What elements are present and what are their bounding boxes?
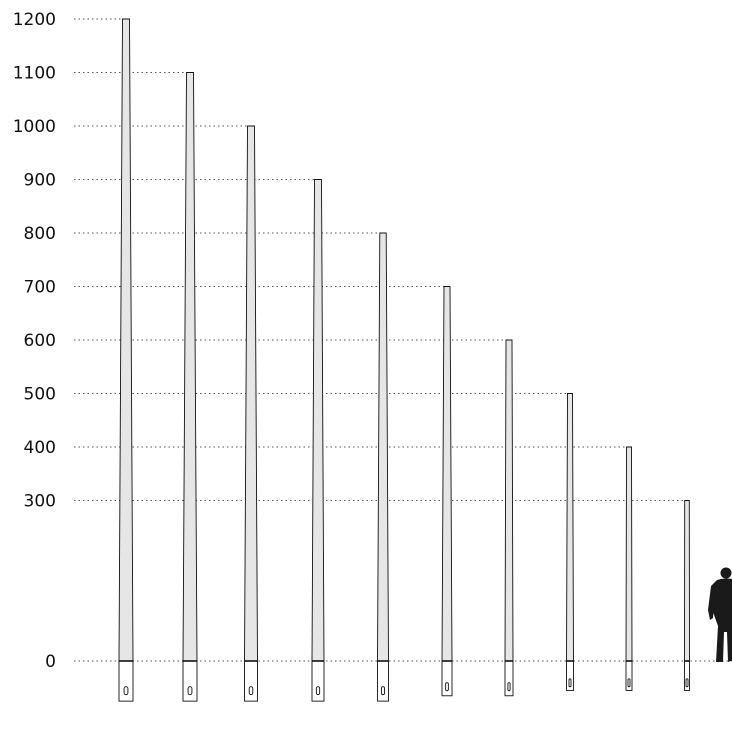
inspection-hatch	[123, 686, 129, 696]
inspection-hatch	[248, 686, 254, 696]
y-tick-label: 500	[24, 385, 56, 405]
inspection-hatch	[445, 682, 449, 692]
inspection-hatch	[627, 678, 631, 688]
pole-shaft	[566, 393, 574, 662]
human-silhouette-icon	[708, 567, 732, 662]
pole	[182, 72, 198, 702]
inspection-hatch	[507, 682, 511, 692]
pole	[684, 500, 690, 691]
pole	[566, 393, 574, 691]
pole	[377, 232, 389, 702]
pole-shaft	[244, 125, 258, 662]
y-tick-label: 1000	[13, 117, 56, 137]
pole	[625, 446, 633, 691]
inspection-hatch	[315, 686, 321, 696]
y-axis-ticks: 0 300 400 500 600 700 800 900 1000 1100 1200	[13, 10, 56, 672]
pole	[311, 179, 325, 702]
pole	[441, 286, 453, 697]
pole	[118, 18, 134, 702]
y-tick-label: 800	[24, 224, 56, 244]
pole-shaft	[311, 179, 325, 662]
guide-lines	[74, 18, 732, 662]
y-tick-label: 900	[24, 171, 56, 191]
y-tick-label: 400	[24, 438, 56, 458]
y-tick-label: 600	[24, 331, 56, 351]
pole-shaft	[504, 339, 514, 662]
y-tick-label: 700	[24, 278, 56, 298]
inspection-hatch	[685, 678, 689, 688]
y-tick-label: 1100	[13, 64, 56, 84]
pole-shaft	[625, 446, 633, 662]
pole	[504, 339, 514, 697]
pole-shaft	[684, 500, 690, 662]
y-tick-label: 0	[45, 652, 56, 672]
inspection-hatch	[381, 686, 385, 696]
pole-shaft	[377, 232, 389, 662]
pole-shaft	[118, 18, 134, 662]
pole	[244, 125, 258, 702]
pole-shaft	[441, 286, 453, 662]
inspection-hatch	[187, 686, 193, 696]
pole-shaft	[182, 72, 198, 662]
y-tick-label: 300	[24, 492, 56, 512]
inspection-hatch	[568, 678, 572, 688]
poles	[118, 18, 690, 702]
y-tick-label: 1200	[13, 10, 56, 30]
